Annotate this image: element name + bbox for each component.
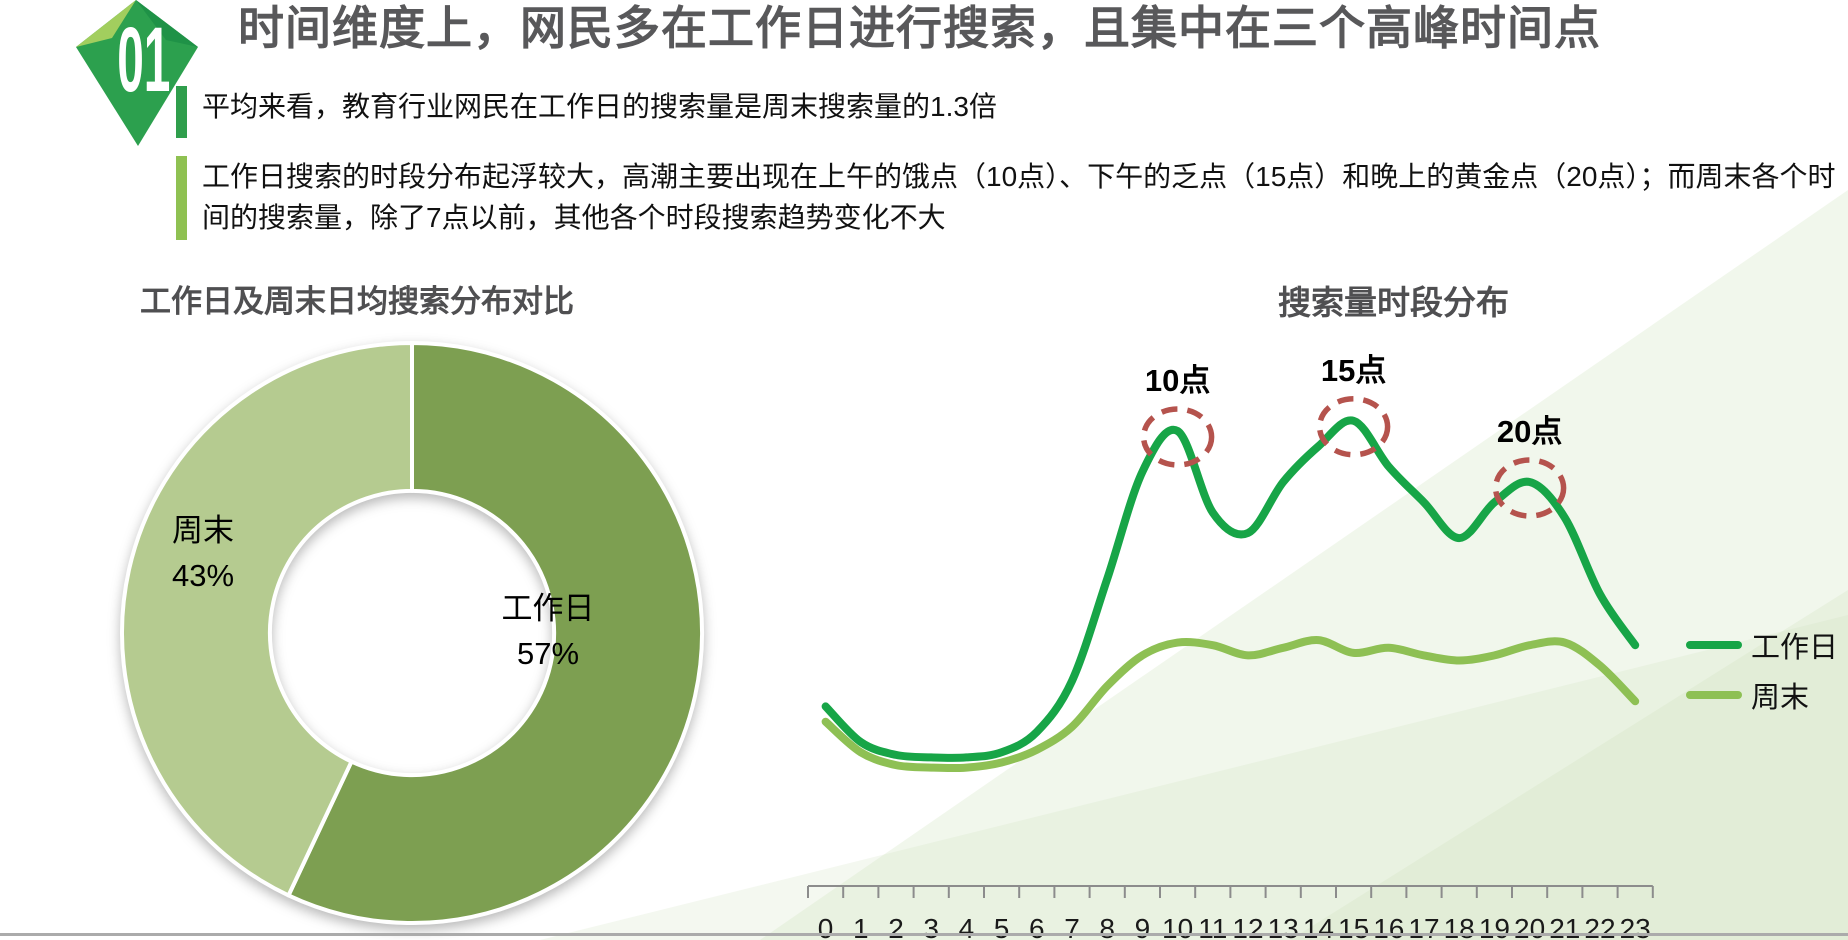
badge-diamond-icon [76,0,198,146]
slice-name: 周末 [172,513,234,548]
section-badge: 01 [72,0,204,148]
legend-label-weekend: 周末 [1751,682,1810,714]
donut-slice-workday [286,341,704,925]
bullet-item: 平均来看，教育行业网民在工作日的搜索量是周末搜索量的1.3倍 [176,86,1676,138]
donut-chart: 周末 43% 工作日 57% [100,330,720,940]
peak-circle [1316,396,1391,458]
peak-circle [1492,457,1567,519]
donut-chart-svg [120,341,704,925]
line-chart-title: 搜索量时段分布 [1278,284,1509,321]
legend-label-workday: 工作日 [1751,632,1839,664]
bullet-marker [176,86,187,138]
peak-circle [1140,406,1215,468]
peak-label: 15点 [1321,353,1386,388]
slice-percent: 43% [171,558,235,593]
donut-slices [120,341,704,925]
line-chart: 0 1 2 3 4 5 6 7 8 9 10 11 12 13 14 15 16 17 18 19 20 21 22 2310… [807,353,1654,940]
legend-swatch-workday [1686,641,1742,649]
slice-name: 工作日 [501,591,595,626]
workday-line [821,416,1640,762]
legend-item-workday: 工作日 [1686,620,1838,670]
bullet-marker [176,156,187,240]
weekend-line [821,636,1640,773]
donut-slice-weekend [120,341,414,898]
page-title: 时间维度上，网民多在工作日进行搜索，且集中在三个高峰时间点 [238,2,1601,54]
legend-swatch-weekend [1686,691,1742,699]
bullet-item: 工作日搜索的时段分布起浮较大，高潮主要出现在上午的饿点（10点）、下午的乏点（1… [176,156,1836,240]
slice-percent: 57% [516,636,580,671]
bg-wedge [540,615,1848,940]
section-number: 01 [117,9,171,111]
peak-label: 10点 [1145,363,1210,398]
donut-label-weekend: 周末 43% [128,508,278,598]
donut-chart-title: 工作日及周末日均搜索分布对比 [140,284,574,319]
bg-wedge [1290,590,1848,940]
legend-item-weekend: 周末 [1686,670,1838,720]
peak-label: 20点 [1497,414,1562,449]
chart-legend: 工作日 周末 [1686,620,1838,720]
bullet-text: 工作日搜索的时段分布起浮较大，高潮主要出现在上午的饿点（10点）、下午的乏点（1… [202,161,1836,233]
bottom-divider [0,933,1848,936]
donut-label-workday: 工作日 57% [468,586,628,676]
bullet-text: 平均来看，教育行业网民在工作日的搜索量是周末搜索量的1.3倍 [202,91,997,122]
